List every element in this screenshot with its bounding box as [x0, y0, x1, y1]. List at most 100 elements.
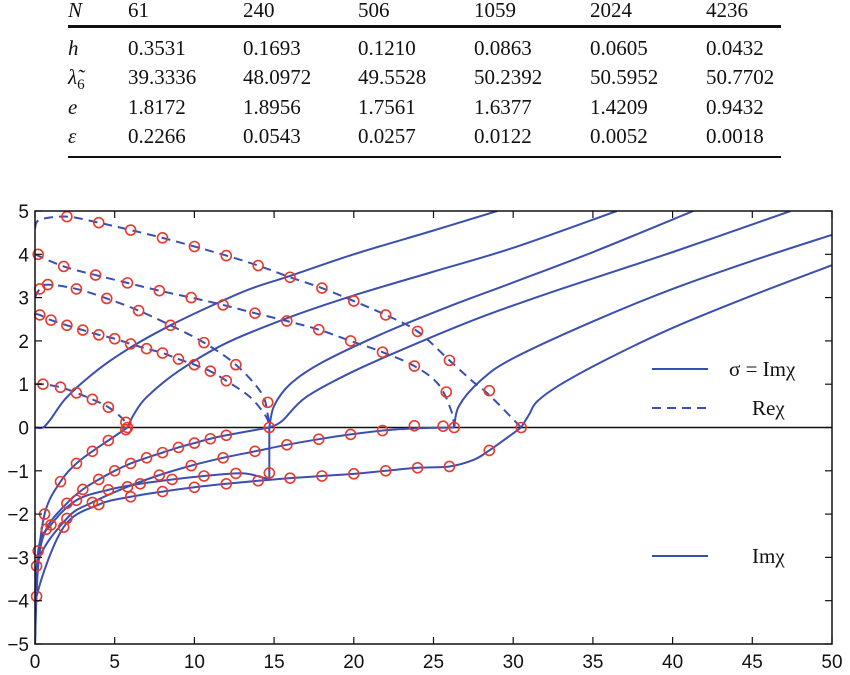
- y-tick-label: 0: [18, 419, 29, 440]
- data-marker: [220, 477, 233, 490]
- im-chi-curve: [35, 426, 129, 644]
- re-chi-curve: [35, 382, 129, 428]
- table-cell: 0.3531: [128, 36, 186, 60]
- im-chi-curve: [35, 426, 270, 644]
- legend-label: σ = Imχ: [729, 357, 796, 381]
- data-marker: [77, 324, 89, 336]
- data-marker: [86, 393, 99, 406]
- data-marker: [156, 446, 169, 459]
- data-marker: [120, 416, 132, 429]
- table-cell: 39.3336: [128, 65, 197, 89]
- data-marker: [204, 432, 217, 445]
- y-tick-label: −1: [7, 462, 29, 483]
- data-marker: [185, 459, 198, 472]
- im-chi-curve: [268, 211, 694, 428]
- data-marker: [61, 319, 73, 332]
- data-marker: [198, 470, 210, 482]
- data-marker: [312, 323, 325, 336]
- data-marker: [30, 590, 43, 603]
- data-marker: [100, 292, 113, 305]
- legend-label: Imχ: [752, 544, 785, 568]
- x-tick-label: 30: [503, 652, 524, 673]
- table-cell: 0.1210: [358, 36, 416, 60]
- row-label: λ̃6: [68, 65, 85, 94]
- data-marker: [172, 441, 185, 454]
- results-table: N 61 240 506 1059 2024 4236 h 0.3531 0.1693 0.1210…: [0, 0, 850, 170]
- table-top-rule: [68, 25, 781, 28]
- data-marker: [102, 434, 115, 447]
- data-marker: [188, 240, 201, 253]
- data-marker: [70, 457, 83, 470]
- table-cell: 1.4209: [590, 95, 648, 119]
- y-tick-label: 5: [18, 202, 29, 223]
- data-marker: [92, 216, 105, 229]
- data-marker: [198, 336, 210, 349]
- im-chi-curve: [35, 426, 455, 644]
- data-marker: [70, 283, 83, 295]
- data-marker: [220, 374, 233, 387]
- x-tick-label: 10: [184, 652, 205, 673]
- data-marker: [32, 248, 44, 261]
- table-cell: 50.5952: [590, 65, 659, 89]
- data-marker: [140, 452, 153, 464]
- data-marker: [188, 358, 201, 371]
- data-marker: [448, 421, 461, 434]
- data-marker: [440, 386, 453, 398]
- data-marker: [437, 420, 449, 433]
- y-tick-label: 1: [18, 375, 29, 396]
- table-bottom-rule: [68, 156, 781, 158]
- y-tick-label: −2: [7, 505, 29, 526]
- data-marker: [41, 278, 54, 291]
- data-marker: [102, 484, 115, 496]
- table-cell: 1.7561: [358, 95, 416, 119]
- data-marker: [515, 421, 527, 434]
- y-tick-label: −4: [7, 592, 29, 613]
- table-cell: 49.5528: [358, 65, 427, 89]
- im-chi-curve: [35, 426, 522, 644]
- data-marker: [249, 445, 261, 458]
- table-cell: 50.7702: [706, 65, 775, 89]
- data-marker: [153, 469, 166, 481]
- data-marker: [185, 291, 198, 304]
- table-cell: 0.0018: [706, 124, 764, 148]
- header-cell: 1059: [474, 0, 516, 22]
- data-marker: [230, 467, 242, 480]
- data-marker: [32, 545, 44, 557]
- data-marker: [316, 282, 328, 294]
- data-marker: [188, 437, 201, 449]
- data-marker: [132, 304, 145, 317]
- y-tick-label: −5: [7, 635, 29, 656]
- data-marker: [30, 560, 43, 572]
- row-label: ε: [68, 124, 77, 148]
- x-tick-label: 40: [662, 652, 683, 673]
- x-tick-label: 35: [582, 652, 603, 673]
- data-marker: [249, 307, 261, 319]
- x-tick-label: 50: [821, 652, 842, 673]
- x-tick-label: 5: [109, 652, 120, 673]
- header-cell: 240: [243, 0, 275, 22]
- data-marker: [124, 457, 137, 470]
- x-tick-label: 45: [742, 652, 763, 673]
- table-cell: 0.0543: [243, 124, 301, 148]
- data-marker: [45, 519, 57, 531]
- data-marker: [54, 475, 67, 488]
- data-marker: [124, 490, 137, 503]
- data-marker: [92, 498, 105, 511]
- x-tick-label: 25: [423, 652, 444, 673]
- data-marker: [261, 396, 274, 409]
- data-marker: [281, 315, 293, 327]
- data-marker: [281, 439, 293, 451]
- data-marker: [443, 354, 456, 367]
- table-cell: 0.0863: [474, 36, 532, 60]
- data-marker: [188, 481, 201, 494]
- data-marker: [77, 483, 89, 496]
- im-chi-curve: [520, 264, 832, 429]
- data-marker: [344, 335, 357, 347]
- table-cell: 0.9432: [706, 95, 764, 119]
- data-marker: [92, 473, 105, 486]
- data-marker: [376, 346, 389, 358]
- data-marker: [156, 485, 169, 498]
- y-tick-label: −3: [7, 548, 29, 569]
- data-marker: [102, 401, 115, 413]
